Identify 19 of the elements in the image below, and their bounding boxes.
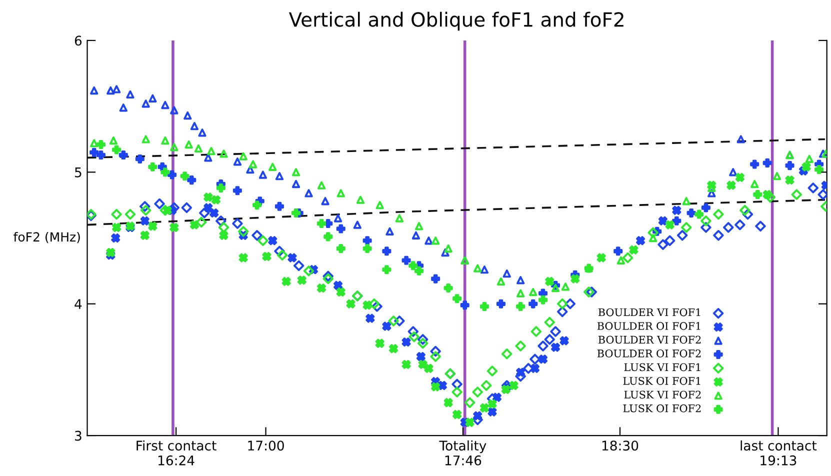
legend-label: LUSK OI FOF1	[623, 376, 700, 385]
legend-label: BOULDER OI FOF2	[597, 350, 701, 358]
y-tick-label: 4	[74, 299, 82, 309]
x-tick-label: last contact 19:13	[740, 440, 817, 466]
x-tick-label: Totality 17:46	[439, 440, 486, 466]
y-tick-label: 5	[75, 168, 82, 178]
legend-label: LUSK OI FOF2	[623, 404, 701, 412]
legend-label: LUSK VI FOF1	[624, 363, 700, 372]
x-tick-label: First contact 16:24	[136, 440, 216, 466]
legend-label: LUSK VI FOF2	[624, 390, 701, 399]
y-tick-label: 3	[75, 430, 82, 441]
x-tick-label: 17:00	[248, 440, 284, 451]
legend-label: BOULDER OI FOF1	[597, 322, 700, 330]
chart-title: Vertical and Oblique foF1 and foF2	[288, 12, 624, 31]
legend-label: BOULDER VI FOF2	[598, 336, 701, 344]
legend-label: BOULDER VI FOF1	[598, 308, 700, 316]
x-tick-label: 18:30	[602, 440, 638, 451]
y-axis-title: foF2 (MHz)	[14, 232, 80, 244]
y-tick-label: 6	[74, 36, 82, 46]
